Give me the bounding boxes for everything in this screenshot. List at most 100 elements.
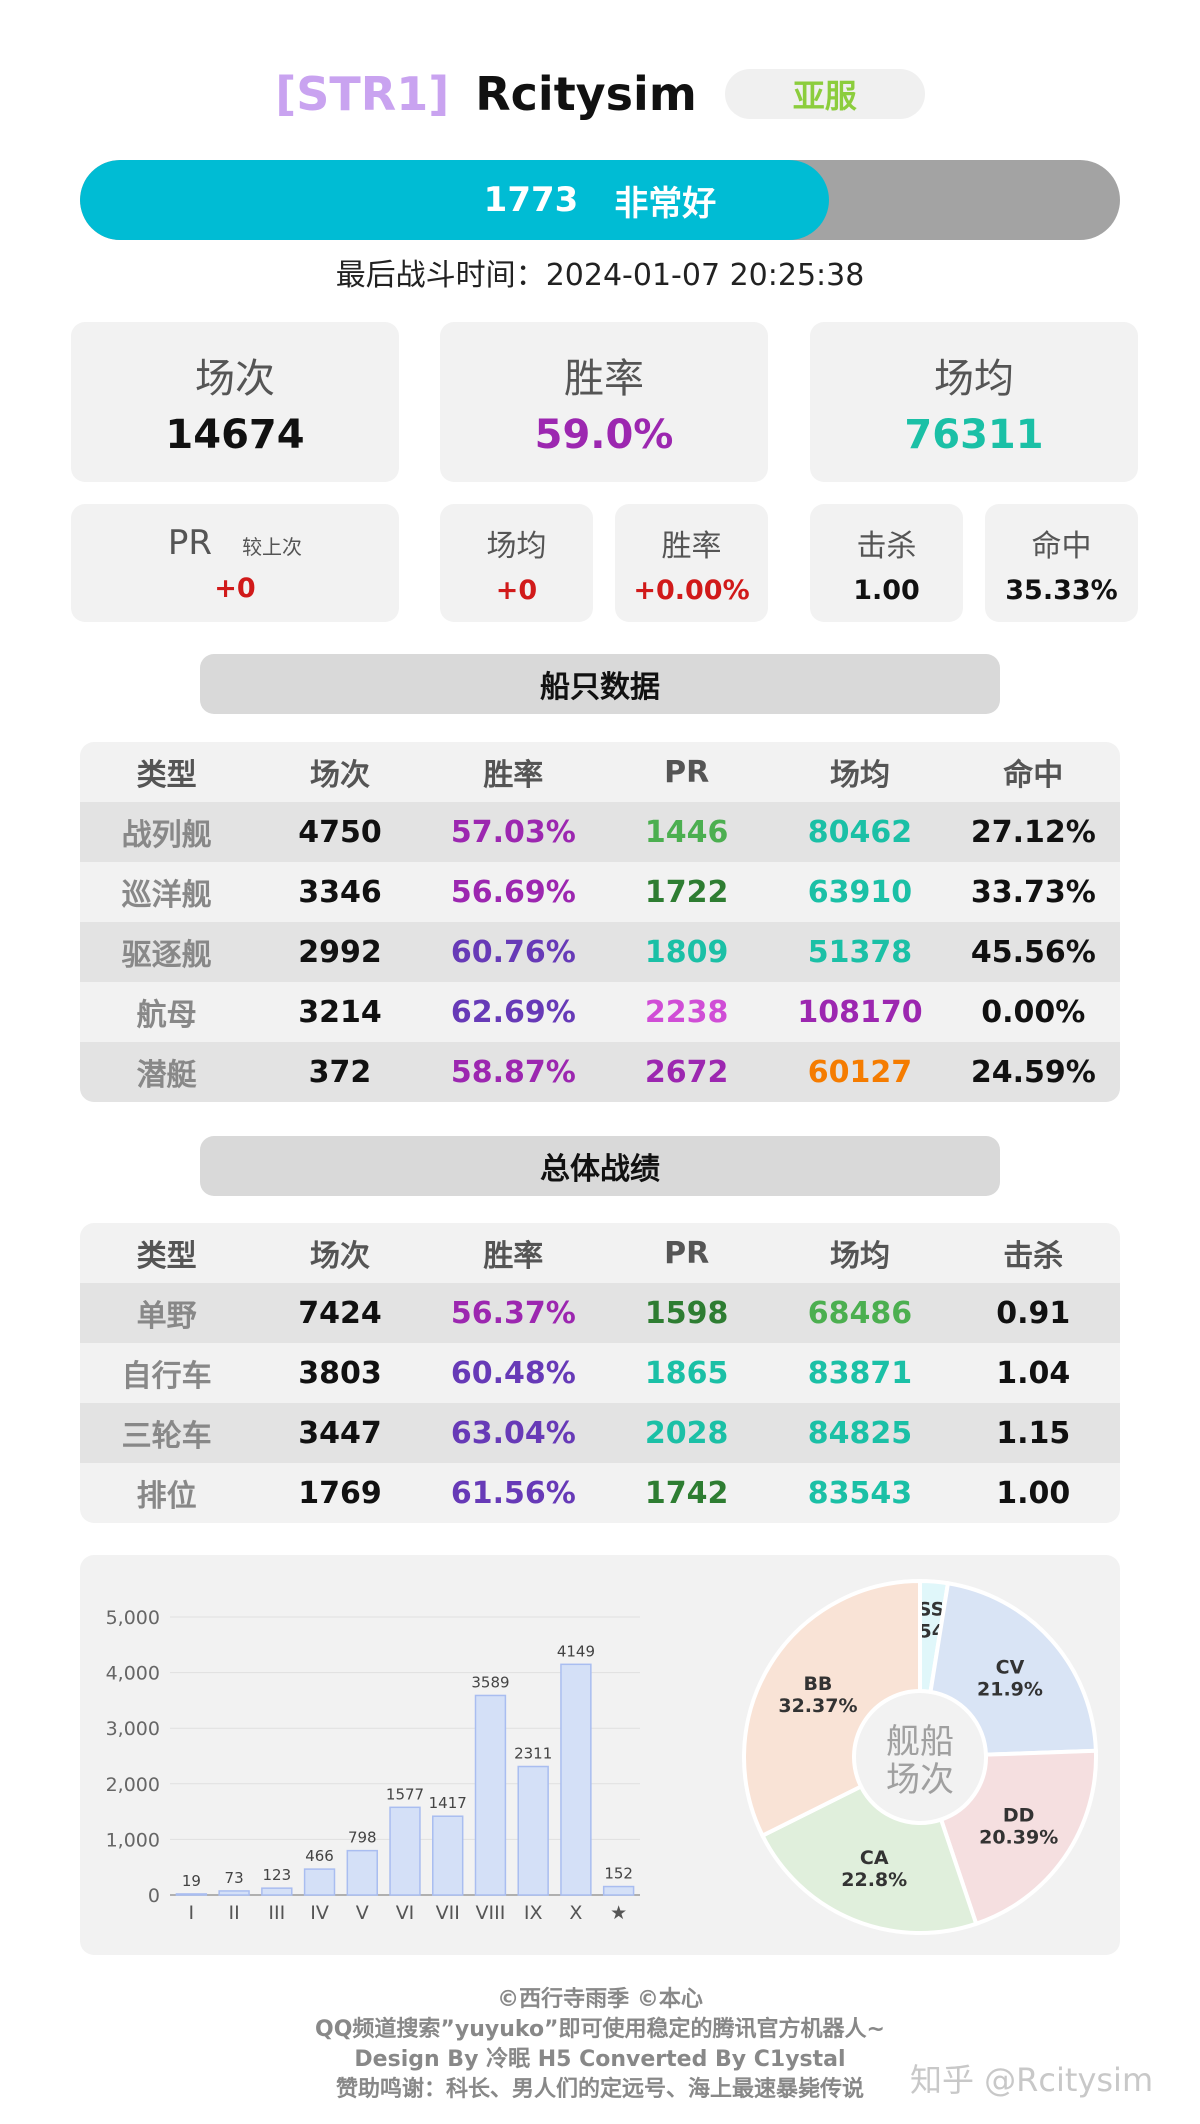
bar-II xyxy=(218,1890,250,1896)
bar-data-label: 73 xyxy=(225,1869,244,1887)
ship-cell-pr: 2672 xyxy=(644,1054,729,1090)
pr-change-card: PR 较上次 +0 xyxy=(71,504,399,622)
player-name: Rcitysim xyxy=(475,67,697,121)
hit-rate-card: 命中 35.33% xyxy=(985,504,1138,622)
bar-data-label: 1417 xyxy=(429,1794,467,1812)
ship-cell-pr: 1446 xyxy=(644,814,729,850)
ship-header-cell: PR xyxy=(664,754,710,790)
ship-cell-pr: 1722 xyxy=(644,874,729,910)
ship-header-cell: 场次 xyxy=(309,758,370,793)
pie-center-label-line2: 场次 xyxy=(886,1760,954,1800)
kills-label: 击杀 xyxy=(856,528,917,564)
bar-data-label: 123 xyxy=(262,1866,291,1884)
ship-header-cell: 命中 xyxy=(1003,758,1064,793)
ship-cell-pr: 2238 xyxy=(644,994,729,1030)
ship-cell-hit: 24.59% xyxy=(970,1054,1096,1090)
footer-promo: QQ频道搜索”yuyuko”即可使用稳定的腾讯官方机器人~ xyxy=(315,2017,885,2042)
bar-y-tick-label: 3,000 xyxy=(106,1718,160,1740)
bar-III xyxy=(261,1887,293,1896)
bar-★ xyxy=(602,1885,635,1896)
winrate-change-value: +0.00% xyxy=(633,574,750,606)
kills-card: 击杀 1.00 xyxy=(810,504,963,622)
bar-x-tick-label: IV xyxy=(310,1902,329,1924)
bar-x-tick-label: IX xyxy=(524,1902,543,1924)
overall-cell-type: 自行车 xyxy=(121,1359,212,1394)
overall-cell-battles: 1769 xyxy=(298,1475,382,1511)
avg-change-value: +0 xyxy=(495,574,538,606)
pie-center-label-line1: 舰船 xyxy=(886,1722,954,1762)
pr-progress-bar: 1773 非常好 xyxy=(80,160,1120,240)
ship-header-cell: 类型 xyxy=(136,758,197,793)
pie-slice-label: CA xyxy=(860,1847,889,1869)
ship-table-row: 巡洋舰 3346 56.69% 1722 63910 33.73% xyxy=(80,862,1120,922)
overall-cell-winrate: 56.37% xyxy=(450,1295,576,1331)
last-battle-time: 最后战斗时间：2024-01-07 20:25:38 xyxy=(0,250,1200,294)
bar-x-tick-label: ★ xyxy=(610,1902,627,1924)
overall-cell-avg: 83871 xyxy=(807,1355,913,1391)
overall-cell-pr: 1742 xyxy=(644,1475,729,1511)
bar-VIII xyxy=(474,1694,507,1896)
ship-cell-winrate: 56.69% xyxy=(450,874,576,910)
ship-cell-hit: 33.73% xyxy=(970,874,1096,910)
bar-IV xyxy=(303,1868,336,1896)
ship-cell-winrate: 62.69% xyxy=(450,994,576,1030)
kills-value: 1.00 xyxy=(853,574,920,606)
overall-cell-type: 单野 xyxy=(136,1299,197,1334)
overall-header-cell: PR xyxy=(664,1235,710,1271)
avg-damage-label: 场均 xyxy=(934,356,1014,402)
footer-sponsors: 赞助鸣谢：科长、男人们的定远号、海上最速暴毙传说 xyxy=(335,2077,864,2102)
avg-damage-value: 76311 xyxy=(904,412,1044,458)
bar-VI xyxy=(389,1806,421,1896)
overall-cell-winrate: 61.56% xyxy=(450,1475,576,1511)
avg-change-label: 场均 xyxy=(486,528,547,564)
ship-cell-winrate: 60.76% xyxy=(450,934,576,970)
winrate-change-card: 胜率 +0.00% xyxy=(615,504,768,622)
bar-data-label: 152 xyxy=(604,1865,633,1883)
ship-cell-winrate: 58.87% xyxy=(450,1054,576,1090)
bar-data-label: 4149 xyxy=(557,1642,595,1660)
player-header: [STR1] Rcitysim 亚服 xyxy=(0,60,1200,128)
overall-cell-type: 排位 xyxy=(136,1479,197,1514)
ship-table-row: 驱逐舰 2992 60.76% 1809 51378 45.56% xyxy=(80,922,1120,982)
overall-cell-pr: 2028 xyxy=(644,1415,729,1451)
last-battle-value: 2024-01-07 20:25:38 xyxy=(545,258,865,293)
overall-record-title: 总体战绩 xyxy=(200,1136,1000,1196)
ship-header-row: 类型 场次 胜率 PR 场均 命中 xyxy=(80,742,1120,802)
avg-change-card: 场均 +0 xyxy=(440,504,593,622)
overall-cell-winrate: 63.04% xyxy=(450,1415,576,1451)
overall-header-cell: 胜率 xyxy=(483,1239,544,1274)
overall-cell-pr: 1598 xyxy=(644,1295,729,1331)
pie-slice-value: 22.8% xyxy=(841,1869,907,1891)
bar-x-tick-label: V xyxy=(356,1902,369,1924)
overall-table-row: 单野 7424 56.37% 1598 68486 0.91 xyxy=(80,1283,1120,1343)
ship-cell-hit: 0.00% xyxy=(981,994,1086,1030)
overall-table-row: 排位 1769 61.56% 1742 83543 1.00 xyxy=(80,1463,1120,1523)
battles-stat-card: 场次 14674 xyxy=(71,322,399,482)
bar-x-tick-label: VII xyxy=(436,1902,460,1924)
bar-x-tick-label: II xyxy=(228,1902,239,1924)
overall-cell-avg: 83543 xyxy=(807,1475,913,1511)
tier-bar-chart: 0 1,000 2,000 3,000 4,000 5,000 19 I 73 II 123 III 4… xyxy=(106,1607,640,1924)
pie-slice-value: 21.9% xyxy=(977,1679,1043,1701)
bar-data-label: 2311 xyxy=(514,1745,552,1763)
footer-copyright: ©西行寺雨季 ©本心 xyxy=(497,1987,703,2012)
overall-cell-kills: 0.91 xyxy=(996,1295,1071,1331)
pr-rating: 非常好 xyxy=(614,183,717,224)
ship-cell-avg: 60127 xyxy=(807,1054,913,1090)
ship-cell-type: 潜艇 xyxy=(136,1058,197,1093)
clan-tag: [STR1] xyxy=(275,67,450,121)
overall-cell-kills: 1.15 xyxy=(996,1415,1071,1451)
ship-cell-pr: 1809 xyxy=(644,934,729,970)
ship-header-cell: 场均 xyxy=(829,758,890,793)
overall-cell-type: 三轮车 xyxy=(121,1419,212,1454)
overall-cell-avg: 68486 xyxy=(807,1295,913,1331)
overall-cell-battles: 3447 xyxy=(298,1415,382,1451)
winrate-stat-card: 胜率 59.0% xyxy=(440,322,768,482)
ship-cell-battles: 3346 xyxy=(298,874,382,910)
bar-IX xyxy=(517,1765,549,1896)
last-battle-label: 最后战斗时间： xyxy=(335,258,546,293)
ship-table-row: 航母 3214 62.69% 2238 108170 0.00% xyxy=(80,982,1120,1042)
ship-table-row: 潜艇 372 58.87% 2672 60127 24.59% xyxy=(80,1042,1120,1102)
pr-value: 1773 xyxy=(483,180,579,220)
bar-data-label: 798 xyxy=(348,1829,377,1847)
